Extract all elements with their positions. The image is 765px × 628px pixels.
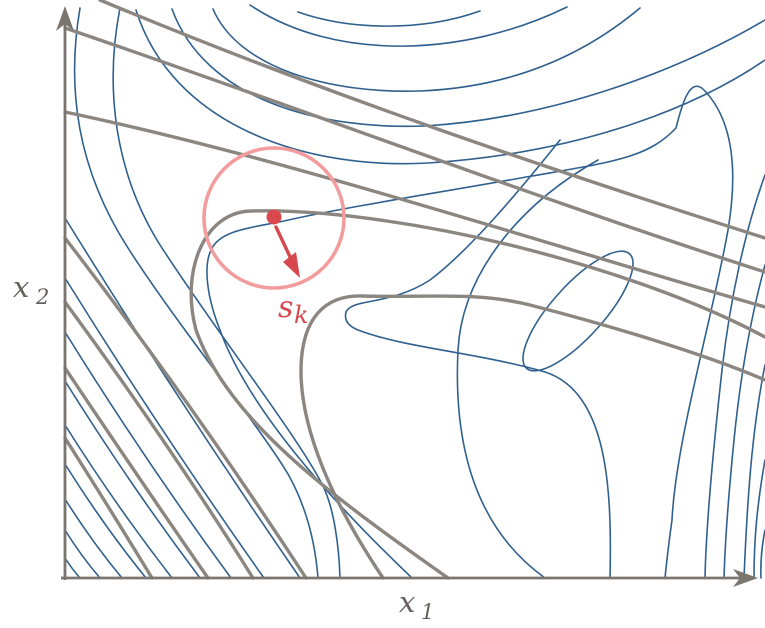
y-axis-label-subscript: 2	[35, 285, 49, 309]
objective-contour-path	[456, 159, 599, 579]
objective-contours-group	[64, 4, 765, 579]
objective-contour-path	[344, 139, 612, 579]
trust-region-group	[202, 146, 346, 290]
objective-contour-path	[171, 8, 765, 128]
step-arrowhead-icon	[283, 252, 300, 278]
model-contour-path	[299, 294, 765, 580]
step-label: s	[278, 290, 293, 325]
step-label-subscript: k	[294, 301, 309, 329]
model-contour-path	[63, 300, 255, 580]
iterate-point	[266, 209, 282, 225]
objective-contour-path	[760, 529, 765, 579]
x-axis-label: x	[399, 585, 415, 619]
objective-contour-path	[64, 217, 301, 579]
trust-region-circle	[202, 146, 346, 290]
model-contour-path	[63, 26, 765, 274]
objective-contour-path	[297, 10, 481, 27]
y-axis-arrowhead-icon	[56, 6, 74, 31]
objective-contour-path	[212, 7, 641, 93]
axes-group	[56, 6, 758, 587]
model-contour-path	[63, 366, 210, 580]
x-axis-arrowhead-icon	[733, 569, 758, 587]
objective-contour-path	[64, 463, 147, 579]
objective-contour-path	[64, 331, 232, 579]
model-contour-path	[63, 236, 308, 580]
y-axis-label: x	[13, 270, 29, 304]
model-contours-group	[63, 0, 765, 580]
objective-contour-path	[64, 277, 265, 579]
objective-minimum-ellipse	[522, 250, 634, 372]
objective-contour-path	[64, 424, 173, 579]
objective-contour-path	[743, 364, 765, 579]
model-contour-path	[98, 0, 765, 240]
model-contour-path	[189, 209, 765, 580]
model-contour-path	[63, 110, 765, 309]
x-axis-label-subscript: 1	[421, 600, 434, 624]
objective-contour-path	[704, 174, 765, 579]
labels-group: s k x 1 x 2	[13, 270, 434, 624]
objective-contour-path	[64, 557, 81, 579]
objective-contour-path	[753, 459, 765, 579]
model-contour-path	[63, 436, 154, 580]
objective-contour-path	[64, 380, 201, 579]
objective-contour-path	[249, 4, 568, 47]
step-arrow-shaft	[274, 225, 294, 263]
objective-contour-path	[723, 264, 765, 579]
objective-contour-path	[64, 498, 123, 579]
objective-contour-path	[64, 529, 101, 579]
